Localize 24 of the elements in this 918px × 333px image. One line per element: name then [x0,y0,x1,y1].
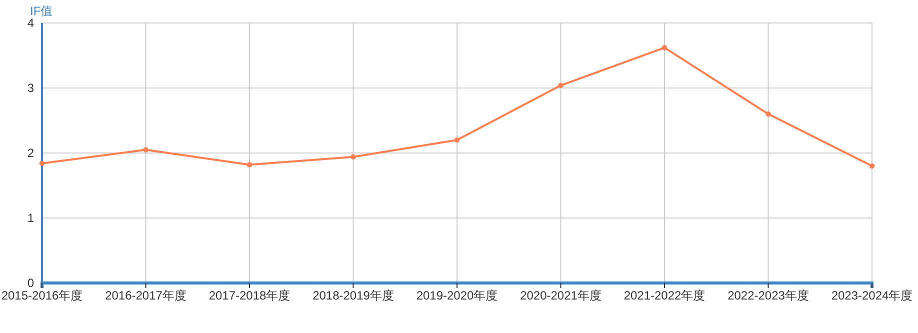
point [869,163,875,169]
point [143,147,148,152]
point [39,160,45,166]
x-tick-label: 2021-2022年度 [624,288,706,303]
y-axis-title: IF值 [30,4,53,18]
x-tick-label: 2017-2018年度 [208,288,290,303]
y-tick-label: 1 [27,210,34,225]
point [350,154,356,160]
point [246,162,252,168]
x-tick-label: 2023-2024年度 [831,288,913,303]
y-tick-label: 3 [27,80,34,95]
y-tick-label: 2 [27,146,34,160]
point [662,45,668,50]
x-tick-label: 2020-2021年度 [520,288,602,303]
x-tick-label: 2016-2017年度 [105,288,186,303]
point [454,137,460,143]
y-tick-label: 4 [27,16,34,30]
x-tick-label: 2015-2016年度 [1,288,83,303]
point [558,82,564,88]
x-tick-label: 2022-2023年度 [728,288,809,303]
x-tick-label: 2019-2020年度 [416,288,498,303]
x-tick-label: 2018-2019年度 [312,288,394,303]
y-tick-label: 0 [27,276,34,290]
point [766,111,771,117]
